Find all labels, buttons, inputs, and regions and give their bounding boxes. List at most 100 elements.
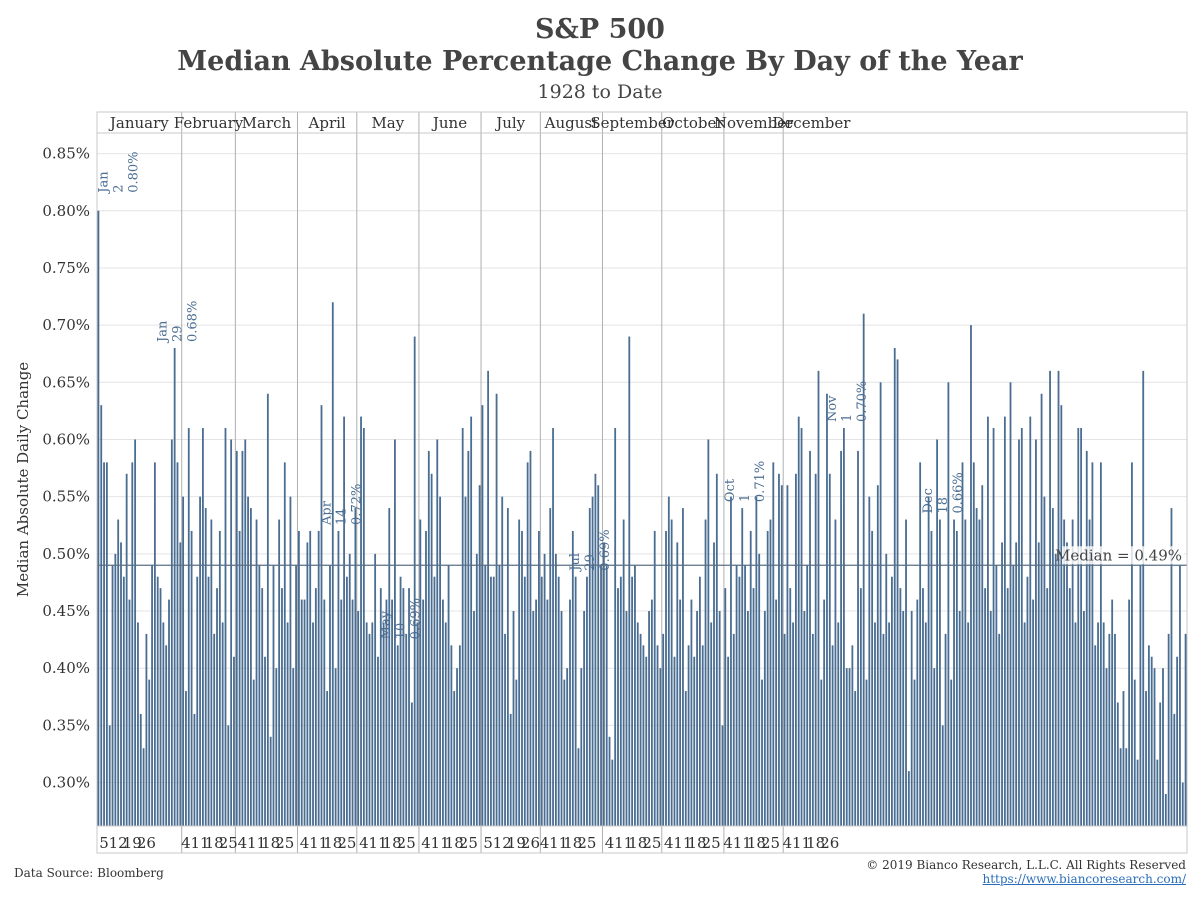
x-tick-label: 25 [577, 834, 596, 852]
x-tick-label: 4 [300, 834, 310, 852]
x-tick-label: 4 [540, 834, 550, 852]
bar [1125, 748, 1128, 826]
month-label: January [108, 114, 169, 132]
bar [814, 473, 817, 826]
bar [865, 679, 868, 826]
month-label: July [494, 114, 525, 132]
bar [755, 496, 758, 826]
x-tick-label: 18 [747, 834, 766, 852]
bar [622, 519, 625, 826]
x-tick-label: 25 [219, 834, 238, 852]
bar [159, 588, 162, 826]
x-tick-label: 25 [642, 834, 661, 852]
annotation-text: 18 [936, 497, 951, 514]
chart-frame [96, 111, 1188, 854]
bar [523, 576, 526, 826]
bar [947, 382, 950, 826]
bar [1153, 668, 1156, 826]
bar [1094, 645, 1097, 826]
bar [1083, 611, 1085, 826]
bar [552, 428, 554, 826]
bar [888, 622, 890, 826]
bar [120, 542, 122, 826]
bar [447, 565, 450, 826]
bar [295, 565, 297, 826]
bar [797, 416, 800, 826]
bar [662, 633, 665, 826]
bar [602, 542, 605, 826]
bar [859, 588, 862, 826]
bar [732, 633, 735, 826]
x-tick-label: 18 [445, 834, 464, 852]
annotation-text: 0.69% [598, 529, 613, 570]
bar [874, 622, 876, 826]
bar [871, 530, 874, 826]
bar [930, 530, 933, 826]
annotations: Jan 2 0.80%Jan 29 0.68%Apr 14 0.72%May 10 0.69%J… [96, 151, 966, 639]
bar [515, 679, 518, 826]
bar [458, 645, 461, 826]
bar [1049, 370, 1051, 826]
bar [953, 519, 955, 826]
x-tick-label: 11 [368, 834, 387, 852]
bar [566, 668, 569, 826]
bar [967, 622, 970, 826]
y-tick-label: 0.80% [42, 202, 90, 220]
bar [961, 462, 964, 826]
month-label: November [714, 114, 794, 132]
bar [478, 485, 481, 826]
bar [252, 679, 255, 826]
bar [1142, 370, 1145, 826]
bar [535, 599, 538, 826]
bar [571, 530, 574, 826]
bar [518, 519, 521, 826]
bar [583, 611, 586, 826]
bar [970, 325, 972, 826]
bar [281, 588, 283, 826]
bar [746, 611, 749, 826]
annotation-text: 14 [334, 508, 349, 525]
bar [399, 576, 402, 826]
bar [247, 496, 249, 826]
bar [532, 611, 535, 826]
bar [1029, 416, 1032, 826]
bar [972, 462, 975, 826]
x-tick-label: 18 [205, 834, 224, 852]
bar [828, 473, 831, 826]
bar [1012, 565, 1015, 826]
bar [151, 565, 153, 826]
bar [261, 588, 264, 826]
bar [100, 405, 103, 826]
bar [238, 530, 241, 826]
bar [834, 519, 837, 826]
x-tick-label: 25 [337, 834, 356, 852]
bar [574, 576, 577, 826]
bar [408, 588, 410, 826]
annotation-text: Jul [568, 553, 583, 573]
bar [1181, 782, 1184, 826]
bar [196, 576, 199, 826]
bar [292, 668, 295, 826]
bar [473, 611, 475, 826]
bar [741, 508, 744, 826]
bar [207, 576, 210, 826]
annotation-text: 0.80% [126, 151, 141, 192]
bar [820, 679, 823, 826]
bar [1159, 702, 1162, 826]
month-label: March [242, 114, 292, 132]
annotation-text: 0.71% [753, 461, 768, 502]
bar [913, 679, 916, 826]
bar [899, 588, 902, 826]
x-tick-label: 12 [493, 834, 512, 852]
bar [1043, 496, 1046, 826]
y-tick-label: 0.75% [42, 259, 90, 277]
bar [1136, 759, 1139, 826]
bar [843, 428, 845, 826]
bar [495, 393, 498, 826]
website-link[interactable]: https://www.biancoresearch.com/ [982, 872, 1186, 886]
bar [1080, 428, 1083, 826]
bar [698, 576, 701, 826]
x-tick-label: 26 [820, 834, 839, 852]
bar [1173, 713, 1176, 826]
bar [1179, 565, 1181, 826]
